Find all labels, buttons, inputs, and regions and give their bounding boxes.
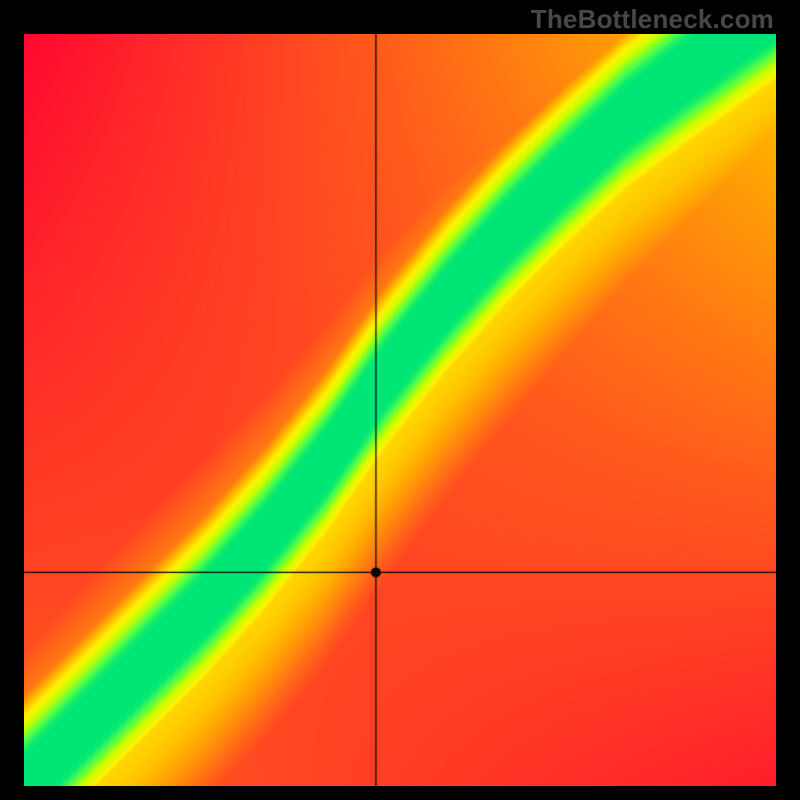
bottleneck-heatmap: [24, 34, 776, 786]
watermark-text: TheBottleneck.com: [531, 4, 774, 35]
